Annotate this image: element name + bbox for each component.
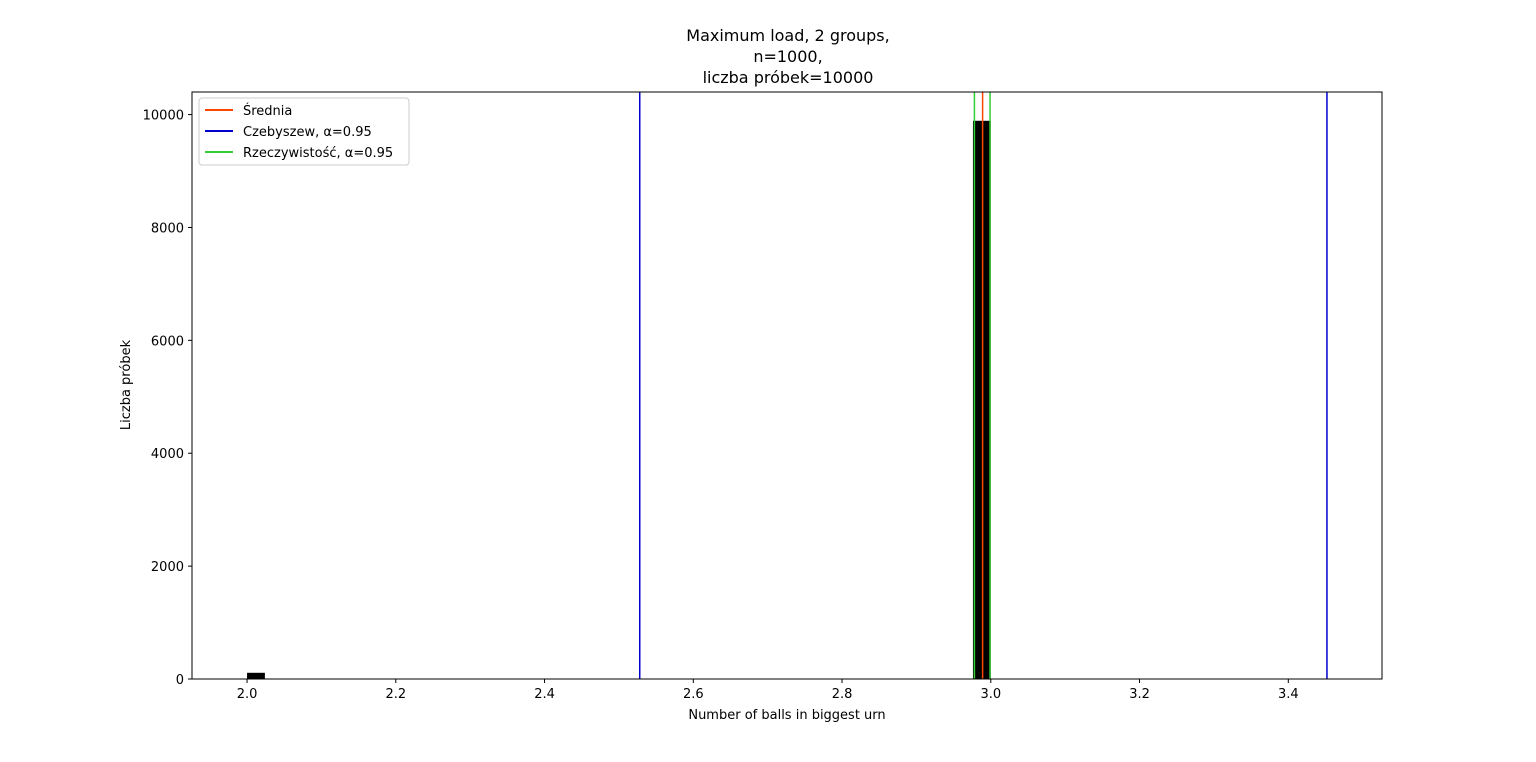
x-axis: 2.0 2.2 2.4 2.6 2.8 3.0 3.2 3.4 [237,679,1299,702]
y-tick-label: 8000 [151,221,184,236]
x-tick-label: 2.0 [237,687,258,702]
y-tick-label: 6000 [151,334,184,349]
x-tick-label: 2.6 [683,687,704,702]
y-tick-label: 2000 [151,560,184,575]
y-tick-label: 0 [176,673,184,688]
x-tick-label: 3.2 [1129,687,1150,702]
legend-label: Rzeczywistość, α=0.95 [243,146,393,161]
y-tick-label: 10000 [143,109,184,124]
y-axis-label: Liczba próbek [119,339,134,430]
reference-lines [638,92,1328,679]
x-tick-label: 2.2 [385,687,406,702]
legend: Średnia Czebyszew, α=0.95 Rzeczywistość, α… [198,97,410,166]
x-tick-label: 3.4 [1278,687,1299,702]
x-tick-label: 2.4 [534,687,555,702]
chart-title-line-3: liczba próbek=10000 [703,68,874,87]
chart-title: Maximum load, 2 groups, n=1000, liczba p… [686,26,889,87]
histogram-bar [247,672,265,679]
x-axis-label: Number of balls in biggest urn [688,708,885,723]
x-tick-label: 3.0 [980,687,1001,702]
chart-title-line-1: Maximum load, 2 groups, [686,26,889,45]
x-tick-label: 2.8 [832,687,853,702]
y-axis: 0 2000 4000 6000 8000 10000 [143,109,192,688]
legend-box [198,97,410,166]
legend-label: Czebyszew, α=0.95 [243,125,372,140]
plot-frame [191,91,1383,680]
chart-title-line-2: n=1000, [753,47,822,66]
legend-label: Średnia [243,103,292,119]
y-tick-label: 4000 [151,447,184,462]
